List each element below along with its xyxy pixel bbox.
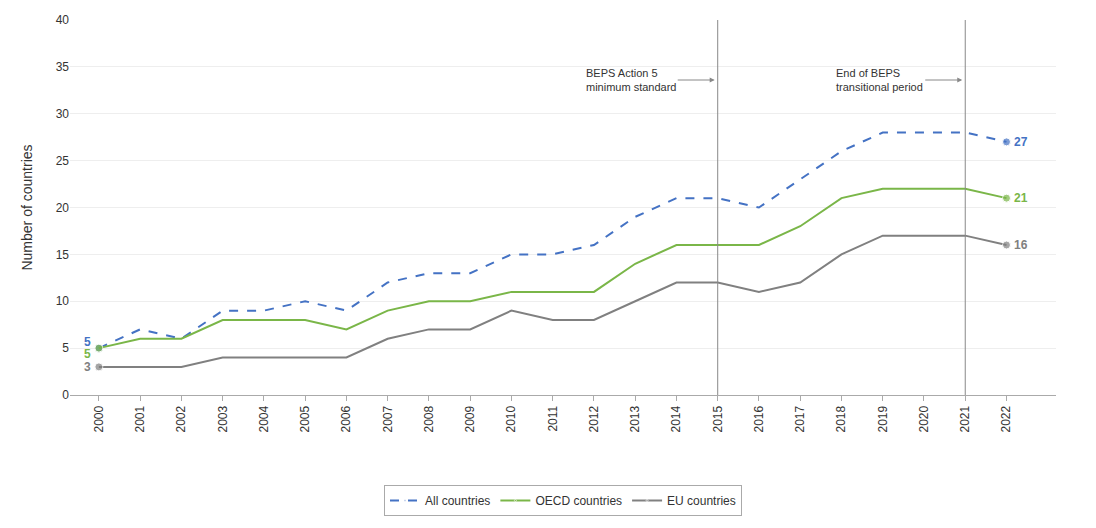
svg-text:End of BEPStransitional period: End of BEPStransitional period [836, 67, 923, 93]
svg-text:2007: 2007 [381, 405, 395, 432]
svg-text:0: 0 [62, 388, 69, 402]
svg-text:2010: 2010 [504, 405, 518, 432]
svg-text:2000: 2000 [92, 405, 106, 432]
svg-text:2004: 2004 [257, 405, 271, 432]
svg-text:2018: 2018 [834, 405, 848, 432]
svg-text:2021: 2021 [958, 405, 972, 432]
svg-text:2006: 2006 [339, 405, 353, 432]
svg-text:EU countries: EU countries [667, 494, 736, 508]
svg-text:2008: 2008 [422, 405, 436, 432]
svg-text:2017: 2017 [793, 405, 807, 432]
svg-text:Number of countries: Number of countries [19, 144, 35, 270]
svg-text:5: 5 [84, 347, 91, 361]
svg-text:16: 16 [1014, 238, 1028, 252]
svg-text:5: 5 [62, 341, 69, 355]
svg-text:40: 40 [56, 13, 70, 27]
svg-text:20: 20 [56, 201, 70, 215]
svg-text:All countries: All countries [425, 494, 490, 508]
svg-text:OECD countries: OECD countries [535, 494, 622, 508]
svg-text:2020: 2020 [917, 405, 931, 432]
svg-text:2011: 2011 [546, 405, 560, 431]
svg-text:BEPS Action 5minimum standard: BEPS Action 5minimum standard [586, 67, 676, 93]
svg-text:30: 30 [56, 107, 70, 121]
svg-text:2002: 2002 [174, 405, 188, 432]
svg-text:5: 5 [84, 335, 91, 349]
svg-text:2013: 2013 [628, 405, 642, 432]
svg-text:15: 15 [56, 248, 70, 262]
svg-text:2016: 2016 [752, 405, 766, 432]
svg-text:10: 10 [56, 294, 70, 308]
svg-text:2019: 2019 [876, 405, 890, 432]
svg-text:27: 27 [1014, 135, 1028, 149]
svg-text:2022: 2022 [999, 405, 1013, 432]
svg-text:2003: 2003 [216, 405, 230, 432]
svg-text:2009: 2009 [463, 405, 477, 432]
svg-text:2001: 2001 [133, 405, 147, 432]
svg-text:2005: 2005 [298, 405, 312, 432]
svg-text:2012: 2012 [587, 405, 601, 432]
svg-text:2015: 2015 [711, 405, 725, 432]
svg-text:35: 35 [56, 60, 70, 74]
svg-text:25: 25 [56, 154, 70, 168]
svg-text:3: 3 [84, 360, 91, 374]
svg-text:21: 21 [1014, 191, 1028, 205]
svg-text:2014: 2014 [669, 405, 683, 432]
